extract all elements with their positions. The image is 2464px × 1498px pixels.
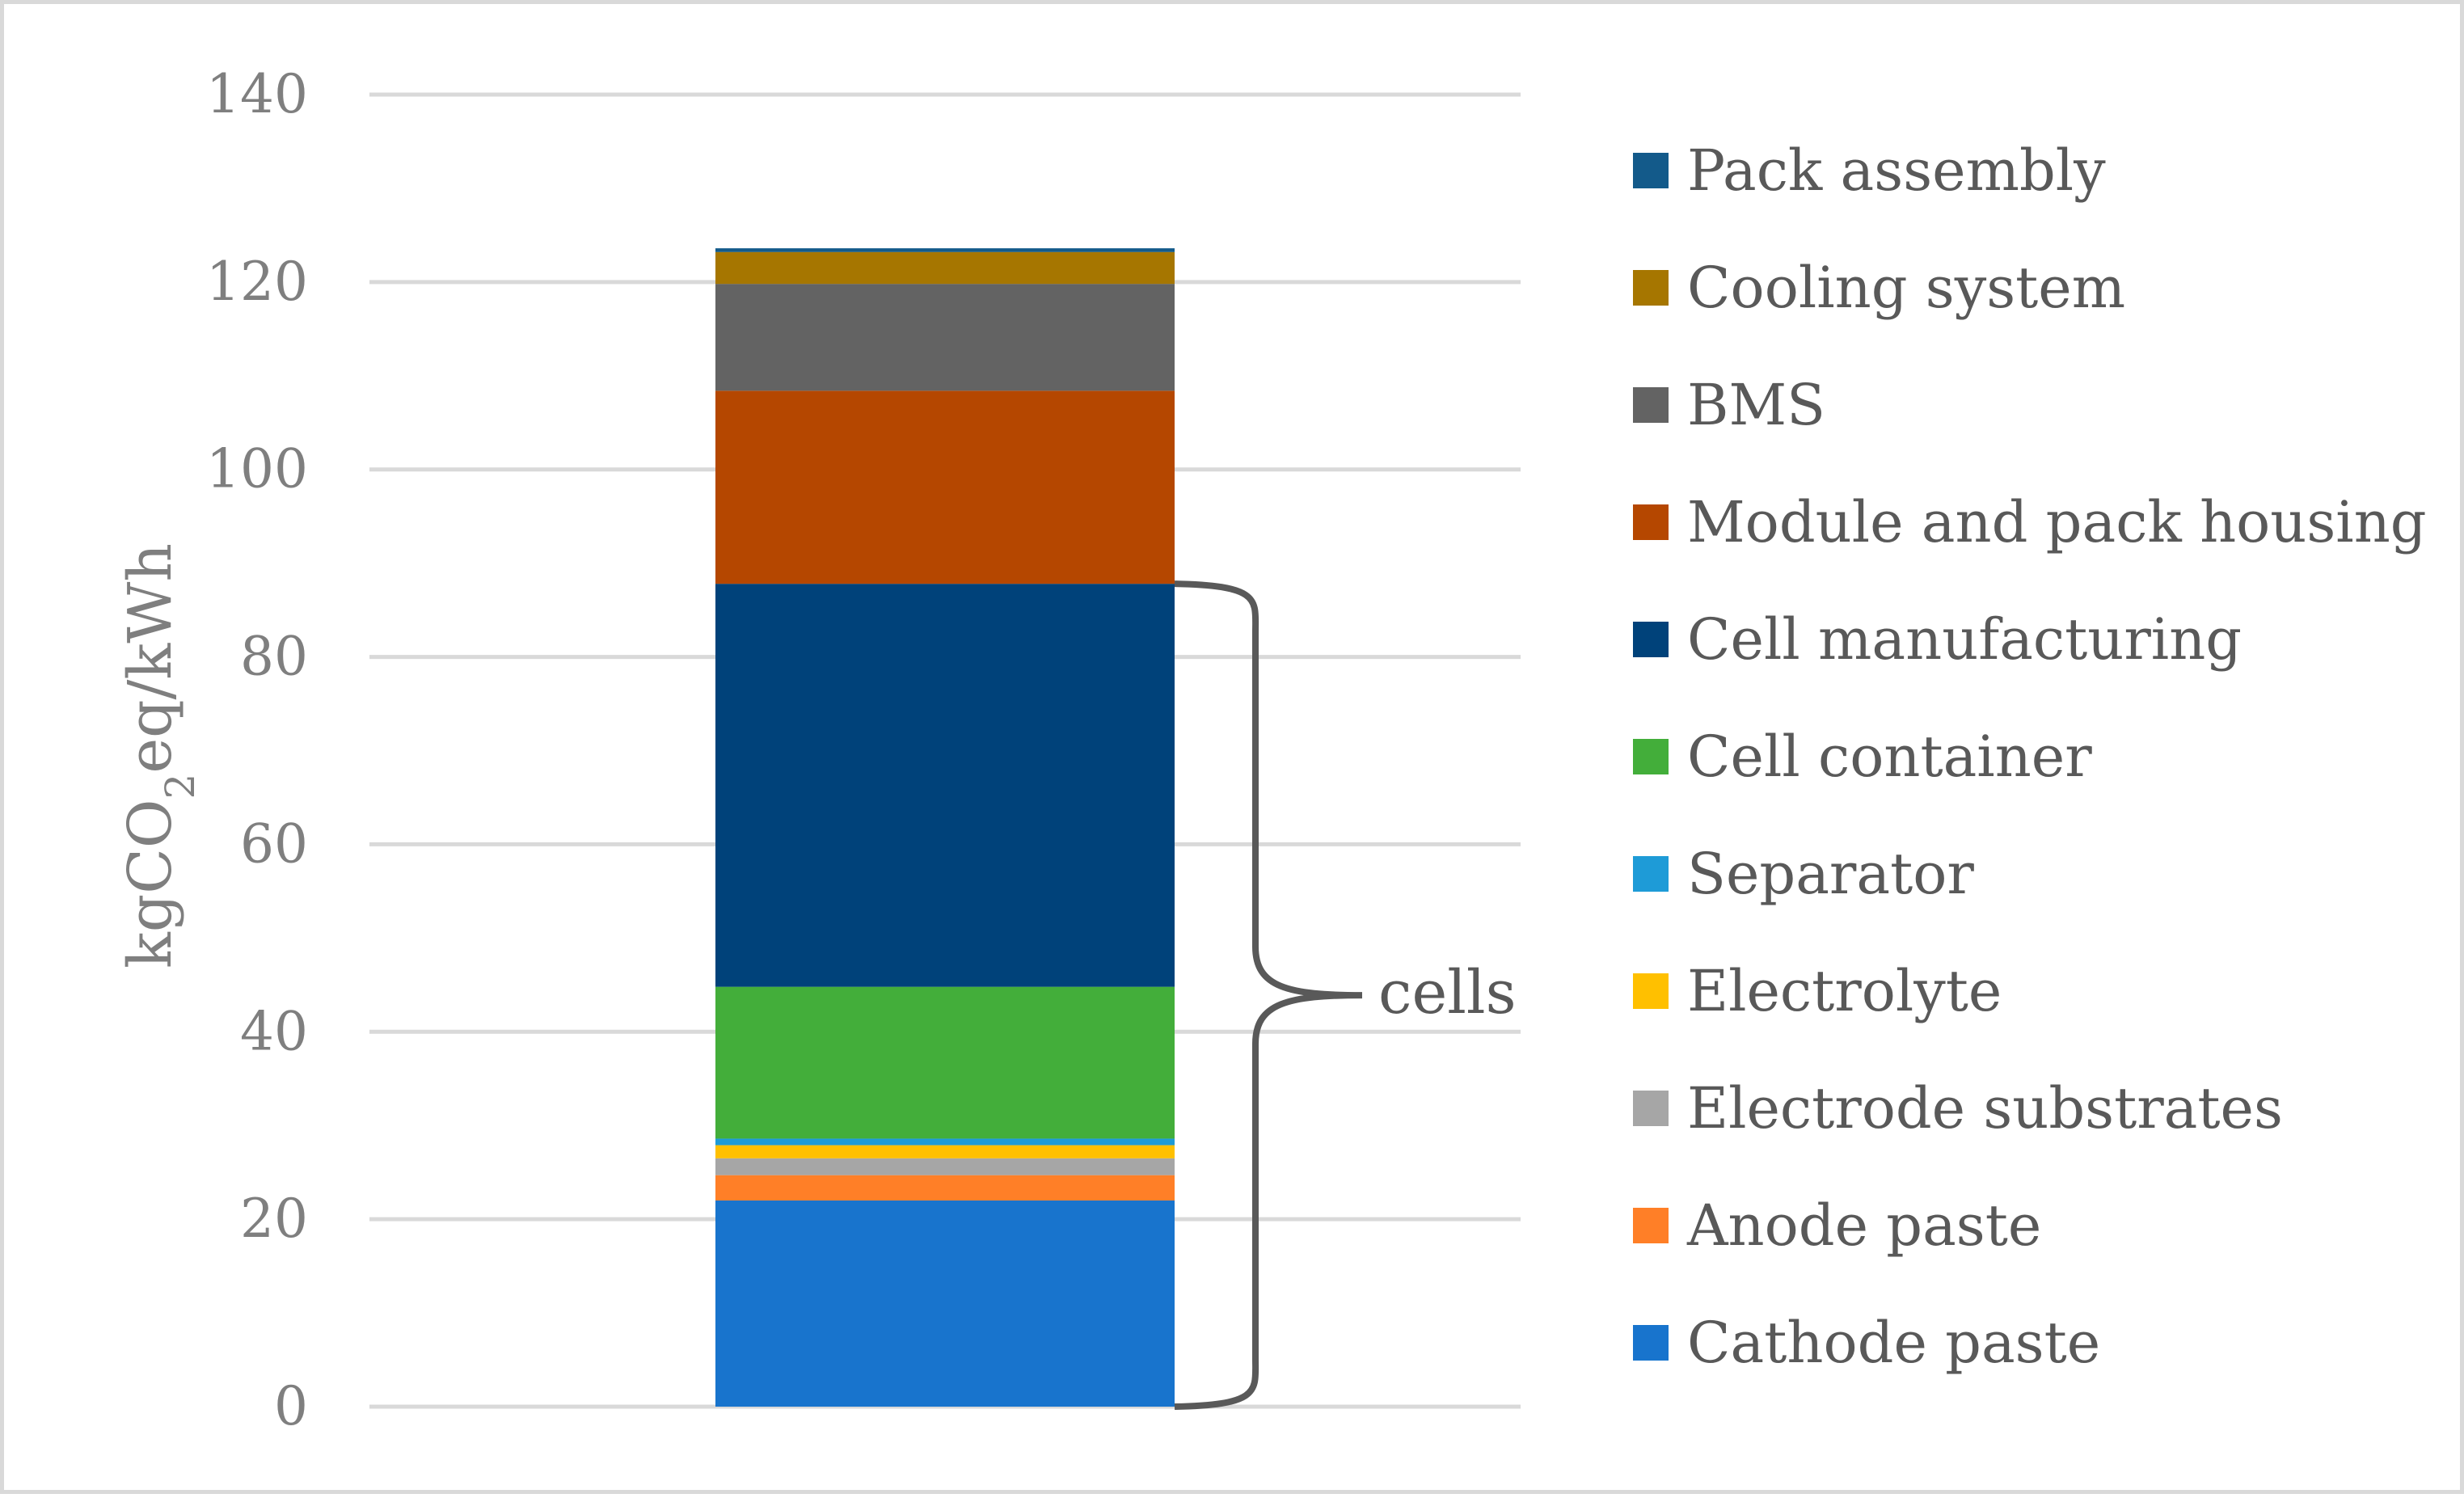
- legend-swatch: [1633, 387, 1669, 423]
- legend-label: Cell manufacturing: [1687, 606, 2242, 673]
- y-tick-label: 60: [240, 812, 308, 875]
- legend-swatch: [1633, 739, 1669, 774]
- legend-label: Cooling system: [1687, 255, 2125, 321]
- y-axis-label-part: kgCO: [116, 799, 185, 968]
- legend-swatch: [1633, 973, 1669, 1009]
- cells-annotation-label: cells: [1378, 958, 1517, 1028]
- y-tick-label: 40: [240, 1000, 308, 1062]
- y-tick-label: 140: [206, 63, 308, 125]
- legend-item: Cell container: [1633, 724, 2092, 790]
- bar-segment: [715, 251, 1175, 285]
- legend-item: Module and pack housing: [1633, 489, 2427, 555]
- legend-item: Cathode paste: [1633, 1310, 2100, 1376]
- y-axis-label: kgCO2eq/kWh: [116, 543, 204, 968]
- legend-swatch: [1633, 1325, 1669, 1361]
- legend-item: Electrode substrates: [1633, 1075, 2283, 1141]
- legend-swatch: [1633, 270, 1669, 306]
- bar-segment: [715, 1138, 1175, 1146]
- bar-segment: [715, 1158, 1175, 1175]
- legend-label: Anode paste: [1686, 1192, 2041, 1259]
- bar-segment: [715, 1175, 1175, 1201]
- legend-label: BMS: [1687, 372, 1825, 438]
- chart: 0 20 40 60 80 100 120 140 cells Pack assembly Co…: [116, 63, 2427, 1437]
- legend: Pack assembly Cooling system BMS Module and…: [1633, 137, 2427, 1376]
- bar-segment: [715, 986, 1175, 1139]
- cells-brace: cells: [1174, 580, 1517, 1410]
- legend-swatch: [1633, 1091, 1669, 1126]
- bar-segment: [715, 390, 1175, 584]
- legend-label: Pack assembly: [1687, 137, 2106, 204]
- y-tick-label: 20: [240, 1188, 308, 1250]
- bar-segment: [715, 1145, 1175, 1158]
- legend-swatch: [1633, 504, 1669, 540]
- legend-label: Cathode paste: [1687, 1310, 2100, 1376]
- y-axis-label-subscript: 2: [157, 774, 204, 800]
- legend-label: Electrolyte: [1687, 958, 2002, 1024]
- legend-item: Separator: [1633, 841, 1974, 907]
- bar-segment: [715, 584, 1175, 987]
- y-tick-label: 120: [206, 251, 308, 313]
- legend-item: Cell manufacturing: [1633, 606, 2242, 673]
- y-tick-label: 100: [206, 438, 308, 500]
- legend-swatch: [1633, 1208, 1669, 1243]
- legend-item: Electrolyte: [1633, 958, 2002, 1024]
- legend-label: Electrode substrates: [1687, 1075, 2283, 1141]
- y-tick-label: 0: [274, 1375, 308, 1437]
- bar-segment: [715, 248, 1175, 252]
- legend-swatch: [1633, 622, 1669, 657]
- legend-swatch: [1633, 153, 1669, 188]
- legend-item: BMS: [1633, 372, 1825, 438]
- bar-stack: [715, 248, 1175, 1407]
- legend-swatch: [1633, 856, 1669, 892]
- cells-brace-path: [1174, 580, 1363, 1410]
- bar-segment: [715, 284, 1175, 391]
- legend-label: Separator: [1687, 841, 1974, 907]
- legend-item: Cooling system: [1633, 255, 2125, 321]
- bar-segment: [715, 1200, 1175, 1407]
- y-axis-ticks: 0 20 40 60 80 100 120 140: [206, 63, 308, 1437]
- y-axis-label-part: eq/kWh: [116, 543, 185, 774]
- legend-item: Pack assembly: [1633, 137, 2106, 204]
- legend-label: Cell container: [1687, 724, 2092, 790]
- y-tick-label: 80: [240, 626, 308, 688]
- legend-item: Anode paste: [1633, 1192, 2041, 1259]
- legend-label: Module and pack housing: [1687, 489, 2427, 555]
